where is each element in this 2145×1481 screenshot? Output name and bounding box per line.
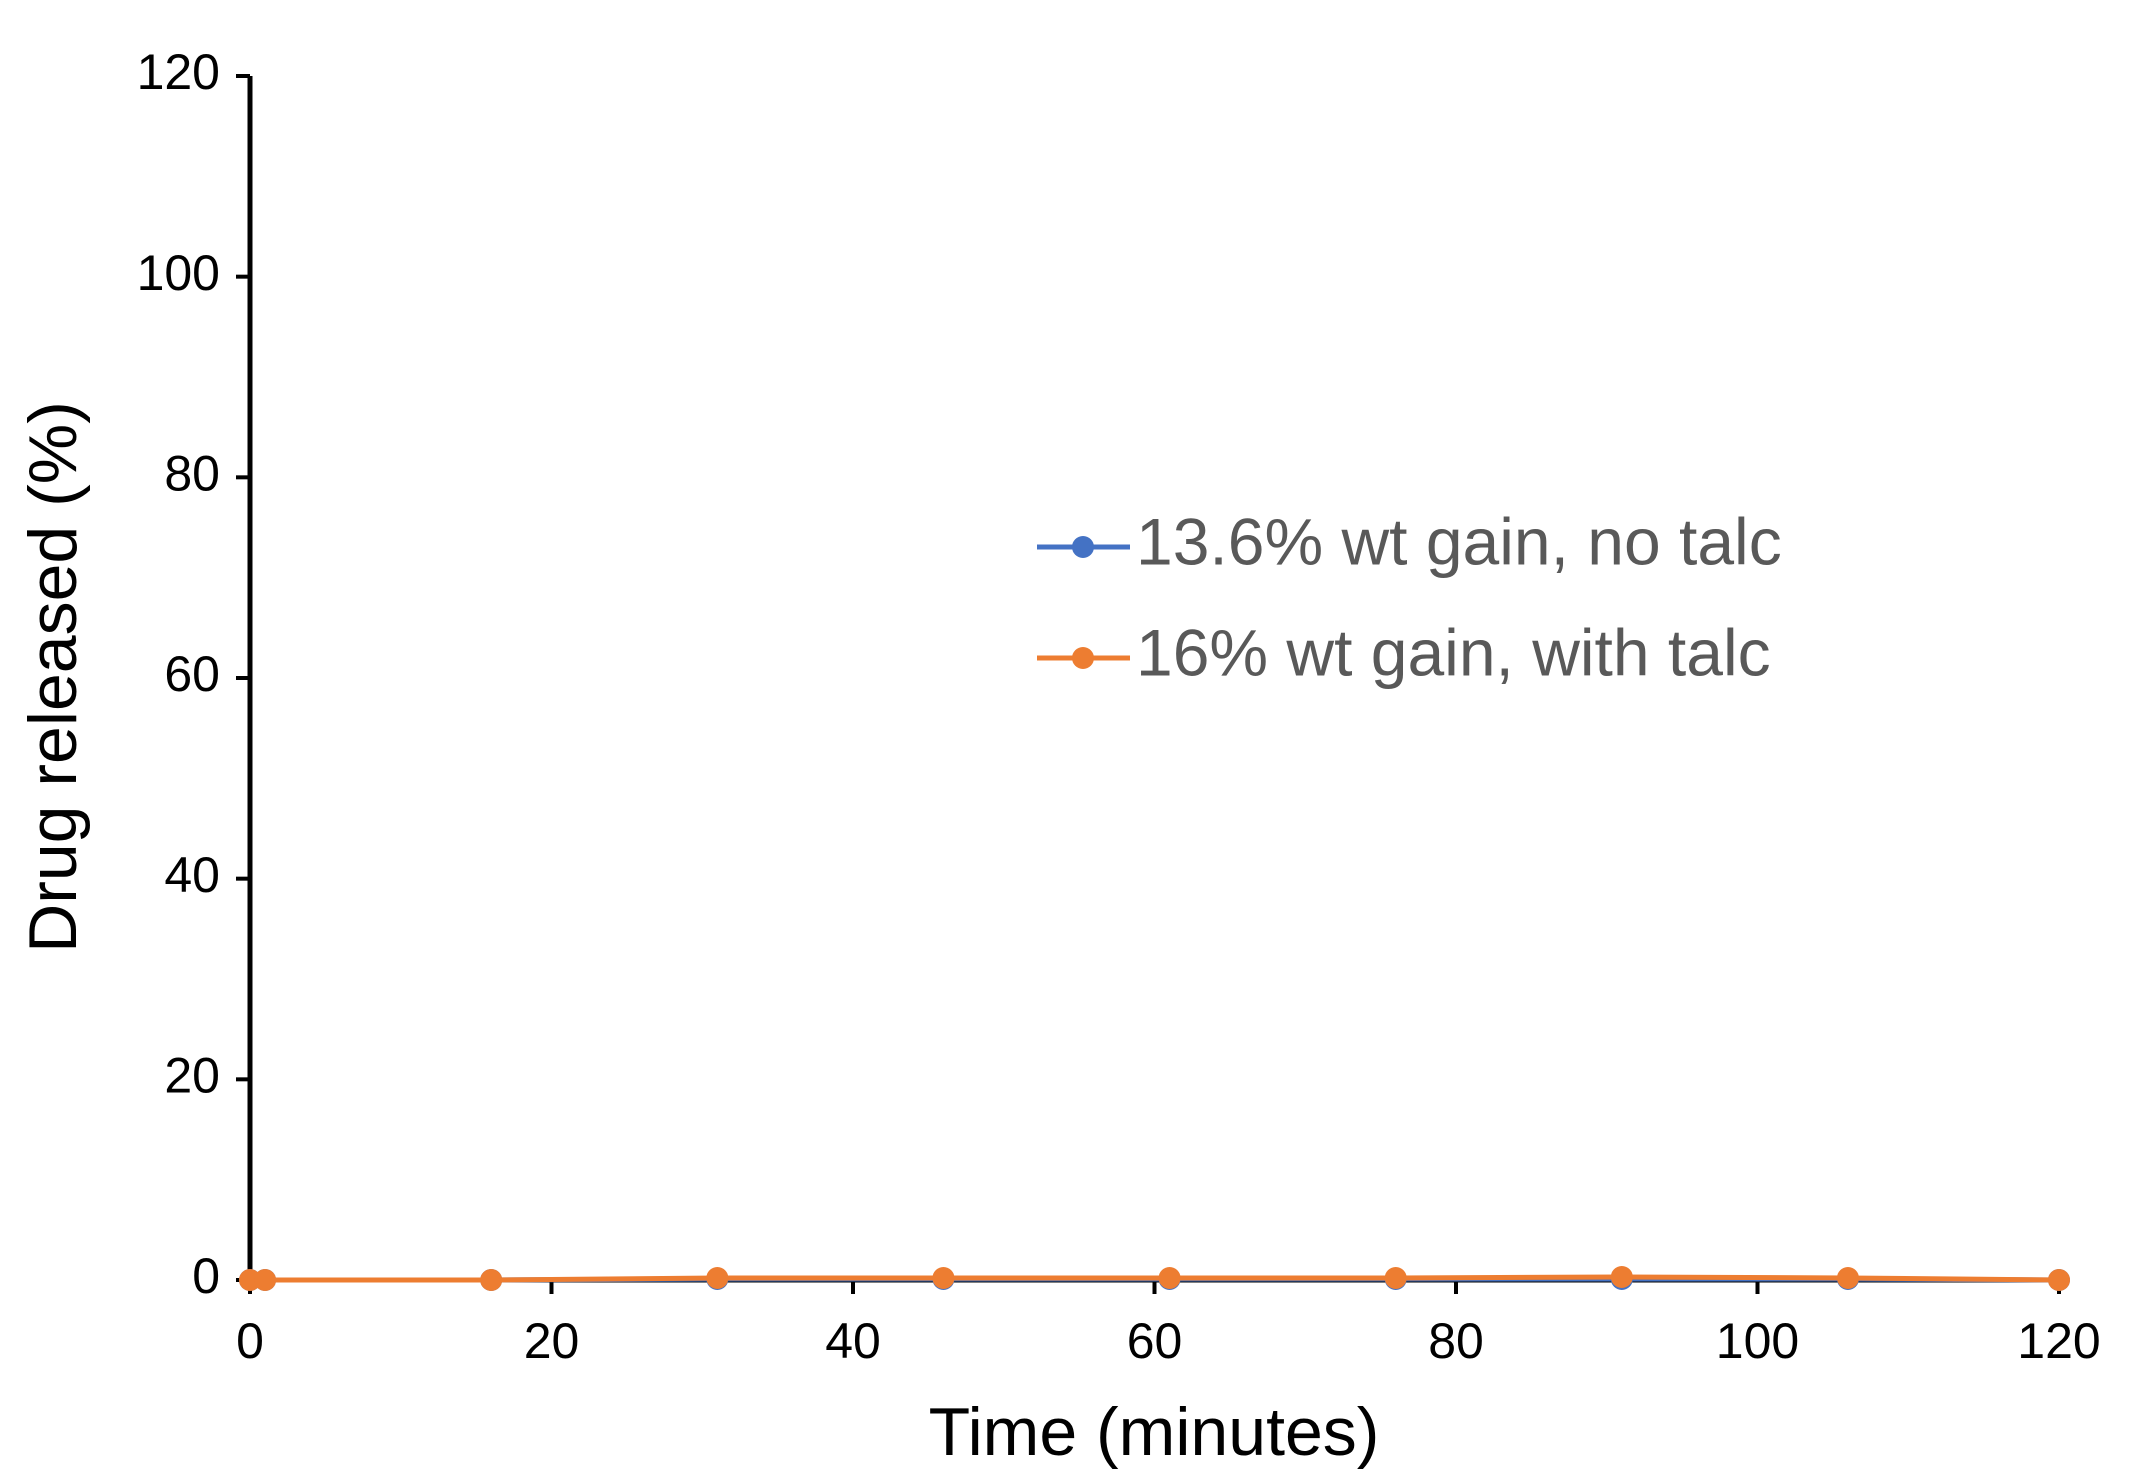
y-axis-title: Drug released (%) [15, 401, 91, 953]
x-tick-label: 40 [825, 1313, 881, 1369]
legend-label: 16% wt gain, with talc [1136, 615, 1771, 689]
y-tick-label: 80 [164, 446, 220, 502]
y-tick-label: 120 [137, 44, 220, 100]
legend-marker [1072, 647, 1094, 669]
series-line [250, 1274, 2060, 1283]
data-point [1384, 1266, 1407, 1289]
data-point [480, 1269, 503, 1291]
y-tick-label: 60 [164, 646, 220, 702]
data-point [1836, 1266, 1859, 1289]
y-tick-label: 0 [192, 1248, 220, 1304]
data-point [1158, 1266, 1181, 1289]
y-tick-label: 100 [137, 245, 220, 301]
y-tick-label: 20 [164, 1048, 220, 1104]
data-point [706, 1266, 729, 1289]
data-point [1610, 1265, 1633, 1288]
legend-label: 13.6% wt gain, no talc [1136, 504, 1782, 578]
data-point [254, 1269, 277, 1291]
y-tick-label: 40 [164, 847, 220, 903]
x-tick-label: 100 [1716, 1313, 1799, 1369]
x-tick-label: 80 [1428, 1313, 1484, 1369]
x-tick-label: 20 [524, 1313, 580, 1369]
x-tick-label: 60 [1127, 1313, 1183, 1369]
data-point [932, 1266, 955, 1289]
data-point [239, 1269, 261, 1291]
x-tick-label: 120 [2017, 1313, 2100, 1369]
legend-marker [1072, 536, 1094, 558]
data-point [2048, 1269, 2070, 1291]
x-axis-title: Time (minutes) [929, 1394, 1380, 1470]
x-tick-label: 0 [236, 1313, 264, 1369]
